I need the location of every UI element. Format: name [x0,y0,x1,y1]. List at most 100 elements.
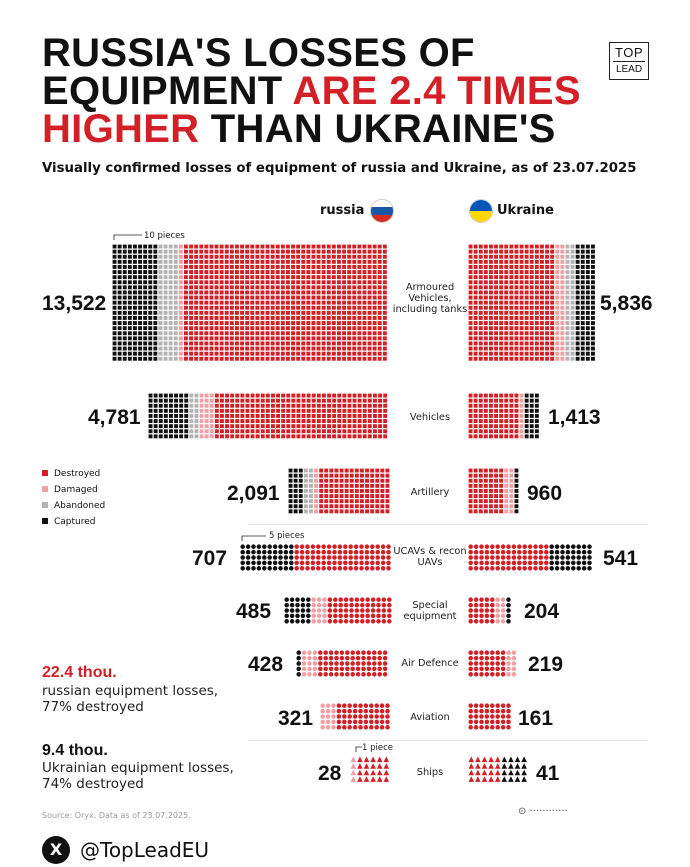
unit-mark [370,597,376,602]
unit-mark [509,316,514,320]
unit-mark [370,504,375,509]
unit-mark [328,655,334,661]
unit-mark [240,249,244,254]
unit-mark [214,305,219,310]
unit-mark [519,414,524,418]
unit-mark [322,619,327,624]
unit-mark [289,566,294,571]
unit-mark [342,300,346,305]
unit-mark [580,346,585,351]
unit-mark [301,419,306,423]
unit-mark [478,408,483,413]
unit-mark [194,300,199,305]
source-note: Source: Oryx. Data as of 23.07.2025. [42,811,191,820]
unit-mark [375,499,380,504]
unit-mark [293,494,298,498]
category-ucav: UCAVs & recon UAVs [393,546,467,568]
unit-mark [143,254,148,259]
unit-mark [260,244,265,249]
unit-mark [219,285,224,290]
unit-mark [509,275,514,280]
unit-mark [545,326,549,331]
unit-mark [494,504,498,509]
unit-mark [540,295,544,300]
unit-mark [235,305,239,310]
unit-mark [538,566,544,571]
unit-mark [544,566,549,571]
unit-mark [514,419,519,423]
unit-mark [229,331,234,336]
unit-mark [337,326,341,331]
unit-mark [494,280,498,285]
unit-mark [357,300,362,305]
unit-mark [296,280,301,285]
unit-mark [349,613,354,619]
unit-mark [324,483,329,488]
unit-mark [514,429,519,434]
unit-mark [490,549,495,555]
unit-mark [370,489,375,493]
unit-mark [245,270,250,274]
unit-mark [339,478,344,483]
unit-mark [255,408,260,413]
unit-mark [311,321,316,325]
unit-mark [538,555,544,560]
x-logo-icon[interactable]: X [42,836,70,864]
unit-mark [372,275,377,280]
unit-mark [511,650,517,655]
unit-mark [235,326,239,331]
unit-mark [306,403,311,408]
unit-mark [148,300,153,305]
unit-mark [275,305,280,310]
unit-mark [133,341,137,346]
unit-mark [468,703,473,708]
unit-mark [365,619,370,624]
unit-mark [481,763,488,769]
unit-mark [286,393,291,398]
unit-mark [373,434,377,439]
unit-mark [540,336,544,341]
unit-mark [570,270,575,274]
unit-mark [509,341,514,346]
unit-mark [363,719,369,725]
unit-mark [158,398,163,403]
unit-mark [133,331,137,336]
unit-mark [220,434,224,439]
unit-mark [168,341,173,346]
unit-mark [362,346,367,351]
unit-mark [250,331,255,336]
unit-mark [545,280,549,285]
social-handle-link[interactable]: @TopLeadEU [80,838,210,862]
unit-mark [138,341,142,346]
unit-mark [342,244,346,249]
unit-mark [148,305,153,310]
unit-mark [499,295,504,300]
unit-mark [288,473,293,478]
unit-mark [291,259,295,264]
unit-mark [483,468,488,473]
unit-mark [133,321,137,325]
unit-mark [509,419,514,423]
unit-mark [473,351,478,356]
unit-mark [533,549,538,555]
unit-mark [220,419,224,423]
unit-mark [382,285,387,290]
unit-mark [322,393,326,398]
unit-mark [229,259,234,264]
unit-mark [377,346,382,351]
unit-mark [312,666,318,672]
unit-mark [499,403,504,408]
unit-mark [365,473,369,478]
unit-mark [250,270,255,274]
unit-mark [555,356,560,361]
unit-mark [240,403,245,408]
unit-mark [468,280,473,285]
unit-mark [329,483,334,488]
unit-mark [370,555,375,560]
unit-mark [473,393,478,398]
unit-mark [314,494,318,498]
unit-mark [235,331,239,336]
unit-mark [473,666,479,672]
unit-mark [580,285,585,290]
unit-mark [495,555,500,560]
